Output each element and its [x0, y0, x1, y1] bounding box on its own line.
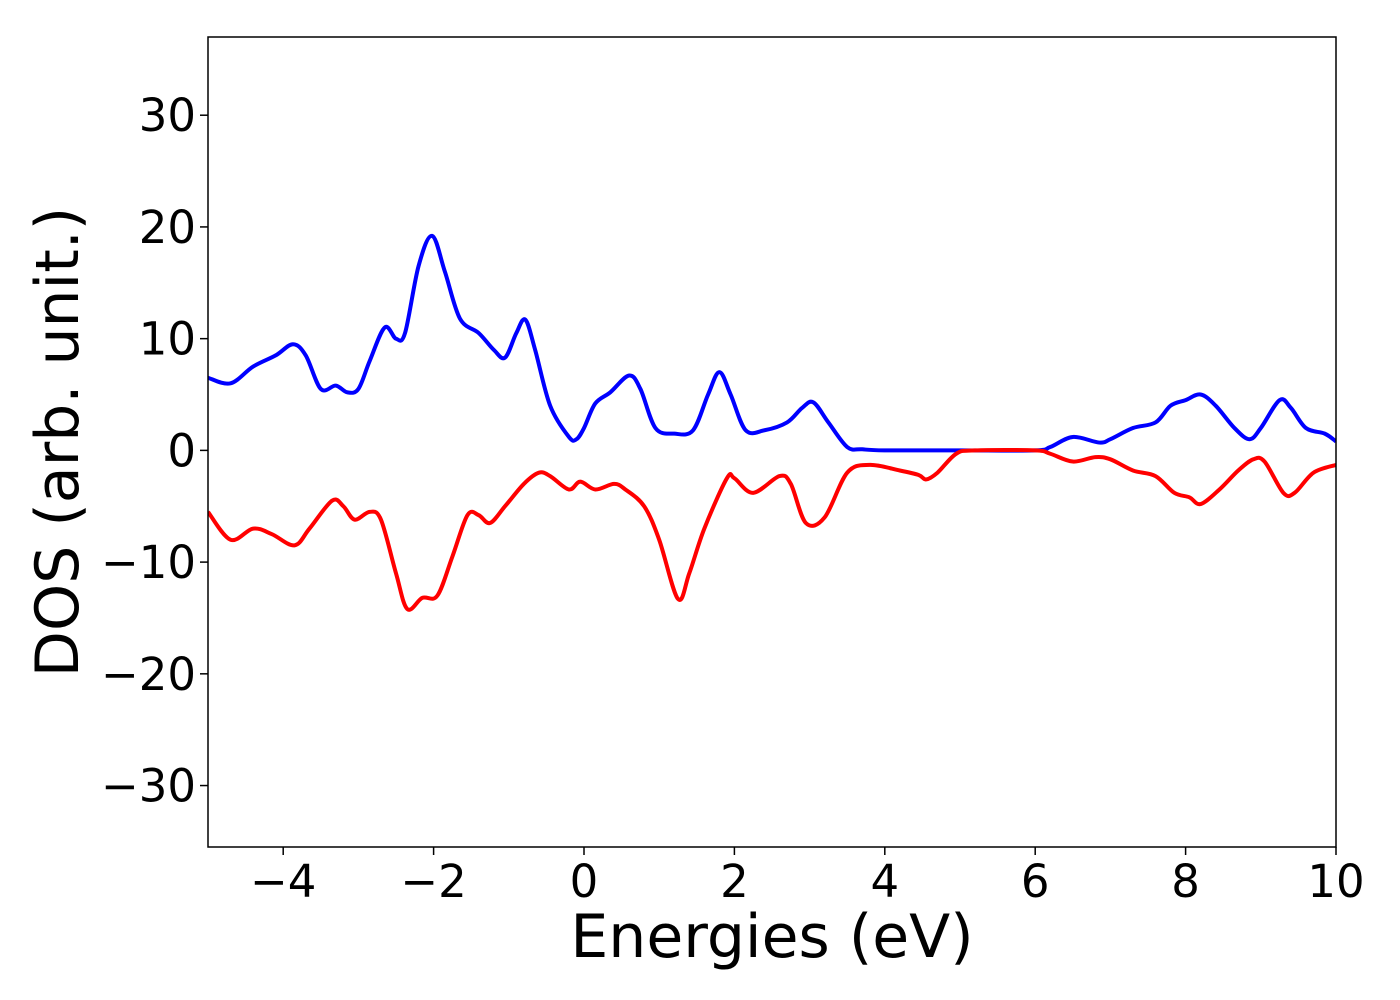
y-tick-label: −20: [101, 648, 196, 701]
x-tick-label: 2: [720, 855, 749, 908]
y-tick-label: 30: [139, 89, 196, 142]
y-tick-label: 20: [139, 201, 196, 254]
x-tick-label: 0: [570, 855, 599, 908]
x-axis-label: Energies (eV): [570, 902, 973, 972]
x-tick-label: −2: [400, 855, 466, 908]
y-tick-label: −30: [101, 760, 196, 813]
y-tick-label: −10: [101, 536, 196, 589]
y-tick-label: 0: [167, 424, 196, 477]
x-tick-label: −4: [250, 855, 316, 908]
plot-frame: [207, 36, 1337, 848]
series-line-blue: [208, 233, 1336, 453]
series-line-red: [208, 447, 1336, 612]
y-tick-label: 10: [139, 313, 196, 366]
x-tick-label: 4: [870, 855, 899, 908]
y-axis-label: DOS (arb. unit.): [23, 207, 93, 677]
x-tick-label: 6: [1021, 855, 1050, 908]
x-tick-label: 10: [1307, 855, 1364, 908]
x-tick-label: 8: [1171, 855, 1200, 908]
series-layer: [208, 233, 1336, 612]
